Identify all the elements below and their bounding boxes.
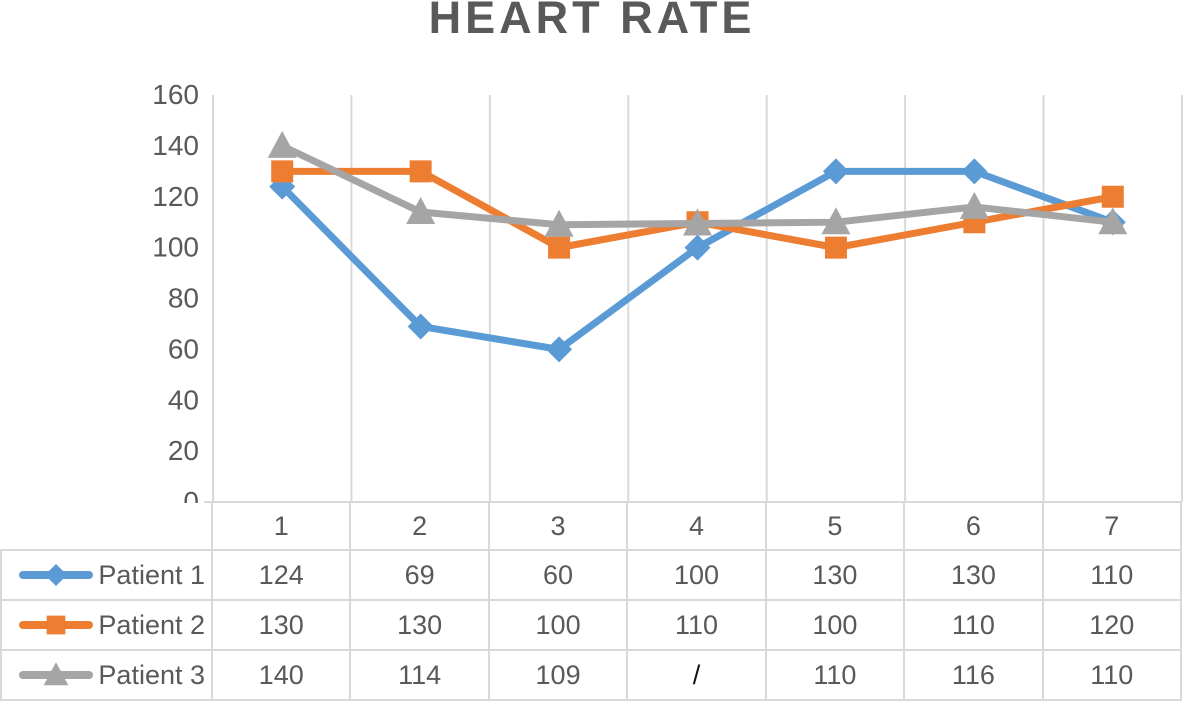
table-value-cell: 120: [1043, 601, 1182, 651]
table-value-cell: 60: [489, 551, 629, 601]
series-marker-square: [824, 236, 847, 259]
series-marker-triangle: [683, 208, 712, 236]
legend-entry-patient-2: Patient 2: [0, 601, 213, 651]
series-marker-square: [548, 236, 571, 259]
table-value-cell: 100: [766, 601, 906, 651]
y-axis-label: 60: [168, 333, 199, 364]
x-axis-label: 5: [766, 503, 906, 551]
series-marker-square: [1101, 185, 1124, 208]
series-marker-square: [271, 160, 294, 183]
x-axis-label: 3: [489, 503, 629, 551]
table-value-cell: 110: [1043, 551, 1182, 601]
y-axis-label: 40: [168, 384, 199, 415]
x-axis-label: 7: [1043, 503, 1182, 551]
series-marker-diamond: [684, 234, 711, 261]
square-legend-key-icon: [19, 615, 94, 635]
series-marker-diamond: [822, 158, 849, 185]
table-value-cell: 130: [766, 551, 906, 601]
y-axis-label: 100: [152, 232, 199, 263]
table-value-cell: 116: [905, 651, 1044, 701]
table-value-cell: 130: [905, 551, 1044, 601]
table-value-cell: 110: [766, 651, 906, 701]
diamond-legend-key-icon: [19, 563, 94, 587]
series-marker-triangle: [406, 197, 436, 225]
series-name-label: Patient 3: [98, 659, 205, 690]
table-value-cell: 140: [213, 651, 352, 701]
triangle-legend-key-icon: [19, 662, 94, 686]
table-value-cell: 130: [351, 601, 490, 651]
table-value-cell: 100: [489, 601, 629, 651]
y-axis-label: 0: [183, 486, 199, 503]
legend-entry-patient-3: Patient 3: [0, 651, 213, 701]
chart-data-table: 1 2 3 4 5 6 7 Patient 1 124 69 60 100 130 130 110 Patie…: [0, 503, 1182, 701]
table-value-cell: /: [628, 651, 767, 701]
y-axis-label: 140: [152, 130, 199, 161]
y-axis-label: 160: [152, 79, 199, 110]
table-value-cell: 110: [628, 601, 767, 651]
series-name-label: Patient 2: [98, 609, 205, 640]
series-marker-triangle: [821, 207, 851, 235]
x-axis-label: 6: [905, 503, 1044, 551]
table-value-cell: 69: [351, 551, 490, 601]
table-value-cell: 110: [1043, 651, 1182, 701]
chart-title: HEART RATE: [428, 0, 756, 43]
table-value-cell: 124: [213, 551, 352, 601]
series-marker-diamond: [407, 313, 434, 340]
y-axis-label: 120: [152, 181, 199, 212]
y-axis-label: 80: [168, 283, 199, 314]
series-marker-triangle: [1098, 207, 1128, 235]
table-value-cell: 114: [351, 651, 490, 701]
x-axis-row-spacer: [0, 503, 213, 551]
series-marker-diamond: [961, 158, 988, 185]
legend-entry-patient-1: Patient 1: [0, 551, 213, 601]
series-marker-triangle: [267, 130, 297, 158]
line-chart-plot-area: 0 20 40 60 80 100 120 140 160: [152, 79, 1183, 503]
series-marker-diamond: [546, 336, 573, 363]
table-value-cell: 109: [489, 651, 629, 701]
table-value-cell: 100: [628, 551, 767, 601]
table-value-cell: 130: [213, 601, 352, 651]
series-marker-square: [409, 160, 432, 183]
x-axis-label: 1: [213, 503, 352, 551]
y-axis-label: 20: [168, 435, 199, 466]
series-marker-triangle: [959, 191, 989, 219]
series-marker-triangle: [544, 209, 574, 237]
table-value-cell: 110: [905, 601, 1044, 651]
series-name-label: Patient 1: [98, 559, 205, 590]
x-axis-label: 2: [351, 503, 490, 551]
x-axis-label: 4: [628, 503, 767, 551]
